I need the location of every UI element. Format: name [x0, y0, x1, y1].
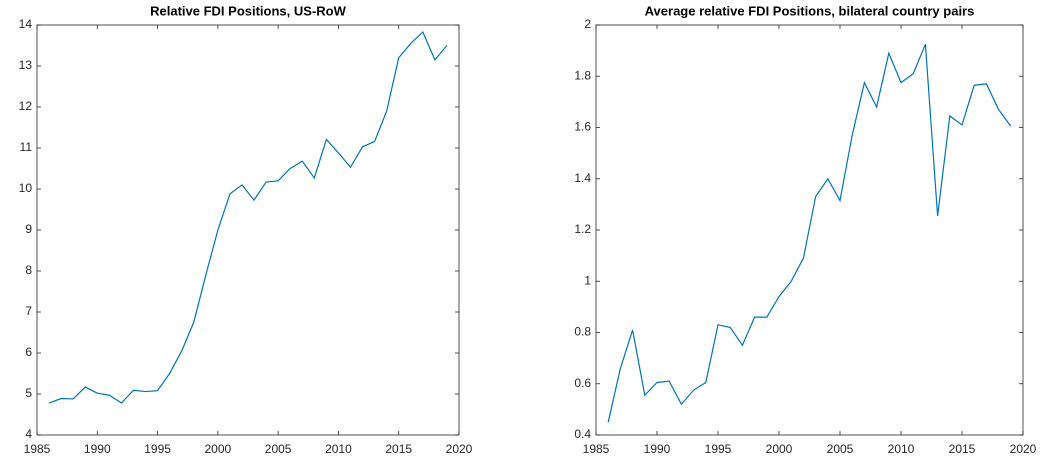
x-tick-label: 2005 — [827, 442, 854, 456]
x-tick-label: 2000 — [205, 442, 232, 456]
y-tick-label: 0.6 — [574, 376, 591, 390]
y-tick-label: 12 — [19, 99, 33, 113]
x-tick-label: 2005 — [265, 442, 292, 456]
x-tick-label: 2000 — [766, 442, 793, 456]
axes-box — [36, 24, 460, 436]
x-tick-label: 2020 — [1010, 442, 1037, 456]
data-line — [48, 30, 448, 404]
y-tick-label: 13 — [19, 58, 33, 72]
y-tick-label: 4 — [25, 427, 32, 441]
x-tick-label: 1995 — [144, 442, 171, 456]
x-tick-label: 2010 — [325, 442, 352, 456]
y-tick-label: 5 — [25, 386, 32, 400]
x-tick-label: 1995 — [705, 442, 732, 456]
y-tick-label: 9 — [25, 222, 32, 236]
y-tick-label: 6 — [25, 345, 32, 359]
x-tick-label: 2015 — [385, 442, 412, 456]
y-tick-label: 1 — [584, 273, 591, 287]
y-tick-label: 1.6 — [574, 120, 591, 134]
x-tick-label: 1985 — [583, 442, 610, 456]
y-tick-label: 1.4 — [574, 171, 591, 185]
y-tick-label: 10 — [19, 181, 33, 195]
y-tick-label: 11 — [20, 140, 33, 154]
x-tick-label: 2020 — [446, 442, 473, 456]
x-tick-label: 1990 — [644, 442, 671, 456]
y-tick-label: 14 — [19, 17, 33, 31]
y-tick-label: 2 — [584, 17, 591, 31]
chart-title: Relative FDI Positions, US-RoW — [150, 3, 346, 18]
data-line — [607, 43, 1012, 423]
x-tick-label: 1985 — [24, 442, 51, 456]
x-tick-label: 1990 — [84, 442, 111, 456]
y-tick-label: 8 — [25, 263, 32, 277]
y-tick-label: 0.4 — [574, 427, 591, 441]
chart-title: Average relative FDI Positions, bilatera… — [645, 3, 975, 18]
x-tick-label: 2010 — [888, 442, 915, 456]
y-tick-label: 7 — [25, 304, 32, 318]
x-tick-label: 2015 — [949, 442, 976, 456]
y-tick-label: 1.8 — [574, 68, 591, 82]
y-tick-label: 1.2 — [574, 222, 591, 236]
y-tick-label: 0.8 — [574, 325, 591, 339]
